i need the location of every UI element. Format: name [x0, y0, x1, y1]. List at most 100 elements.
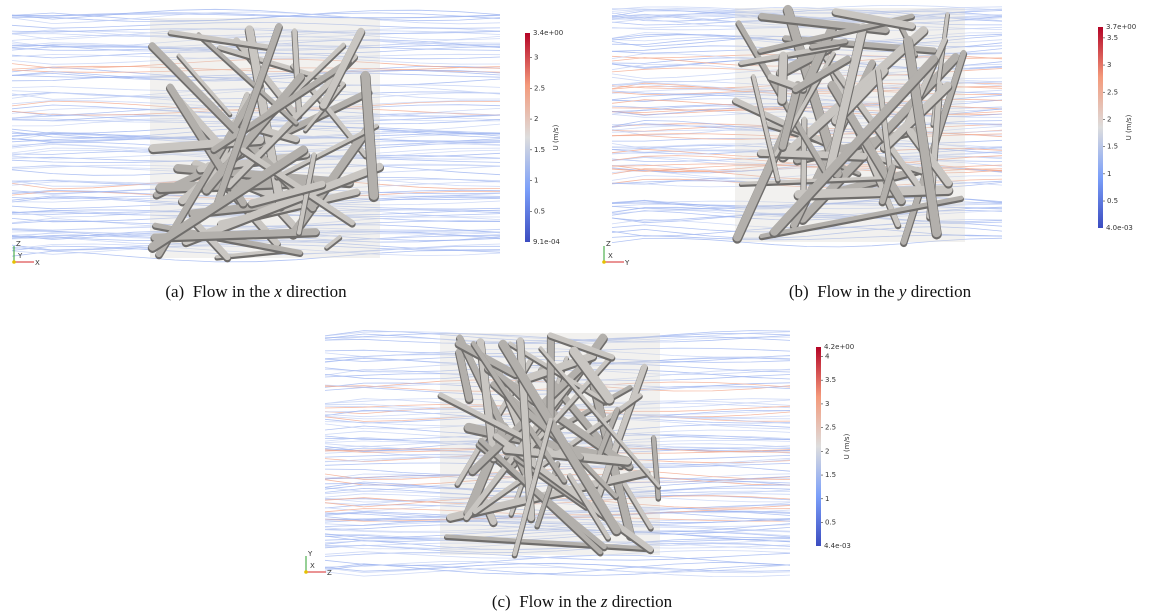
caption-text: Flow in the: [817, 282, 895, 301]
flow-image: [611, 4, 1003, 248]
colorbar-title: U (m/s): [1125, 114, 1133, 140]
caption-label: (a): [165, 282, 185, 301]
fiber: [535, 460, 560, 528]
colorbar-tick-label: 2: [534, 115, 538, 123]
colorbar-tick-label: 3: [825, 400, 829, 408]
flow-image: [324, 330, 791, 578]
triad-label: Z: [16, 240, 21, 248]
streamline: [11, 116, 501, 122]
streamline: [11, 250, 501, 263]
fiber: [751, 74, 780, 182]
colorbar-tick-label: 1.5: [1107, 143, 1118, 151]
streamline: [324, 529, 790, 539]
colorbar-tick-label: 0.5: [825, 518, 836, 526]
streamline: [324, 562, 791, 575]
colorbar-max-label: 3.7e+00: [1106, 23, 1136, 31]
streamline: [324, 523, 791, 532]
streamline: [324, 493, 791, 501]
colorbar-title: U (m/s): [552, 124, 560, 150]
streamline: [11, 11, 501, 25]
streamline: [11, 30, 501, 38]
streamline: [324, 529, 791, 542]
fiber: [567, 472, 611, 540]
streamline: [324, 520, 791, 528]
streamline: [611, 35, 1003, 48]
colorbar-tick-label: 3: [534, 54, 538, 62]
triad-origin: [12, 260, 16, 264]
fiber: [292, 28, 302, 118]
flow-image: [11, 8, 501, 263]
colorbar-tick-label: 3.5: [1107, 34, 1118, 42]
fiber: [155, 81, 263, 258]
fiber: [498, 339, 621, 535]
streamline: [324, 456, 791, 467]
fiber: [879, 163, 896, 205]
fiber: [168, 29, 271, 49]
fiber: [455, 339, 519, 378]
caption-text: Flow in the: [519, 592, 597, 611]
caption-suffix: direction: [286, 282, 347, 301]
triad-label: Y: [307, 550, 313, 558]
fiber: [809, 38, 848, 49]
caption: (b) Flow in the y direction: [789, 282, 971, 302]
fiber: [478, 437, 603, 555]
triad-label: Z: [327, 569, 332, 577]
fiber: [770, 54, 938, 236]
streamline: [324, 542, 791, 554]
caption-suffix: direction: [910, 282, 972, 301]
streamline: [11, 28, 501, 34]
fiber: [215, 22, 283, 204]
triad-label: X: [310, 562, 315, 570]
streamline: [324, 566, 791, 578]
colorbar: [816, 347, 821, 546]
streamline: [611, 8, 1003, 14]
streamline: [324, 520, 791, 533]
colorbar-tick-label: 2.5: [825, 424, 836, 432]
colorbar-tick-label: 1.5: [825, 471, 836, 479]
streamline: [324, 515, 791, 524]
fiber: [471, 340, 567, 483]
colorbar-title: U (m/s): [843, 433, 851, 459]
streamline: [324, 347, 791, 355]
streamline: [11, 9, 501, 22]
colorbar-tick-label: 3.5: [825, 376, 836, 384]
fiber: [202, 72, 305, 194]
fiber: [779, 80, 802, 150]
colorbar-tick-label: 0.5: [534, 207, 545, 215]
streamline: [11, 164, 501, 174]
colorbar-tick-label: 1: [534, 177, 538, 185]
streamline: [611, 25, 1003, 31]
fiber: [151, 228, 320, 241]
fiber: [182, 162, 384, 245]
streamline: [11, 189, 501, 198]
fiber: [875, 67, 894, 180]
fiber: [832, 8, 916, 29]
caption-axis: z: [600, 592, 608, 611]
fiber: [444, 534, 650, 551]
streamline: [11, 194, 501, 201]
fiber: [248, 180, 326, 207]
streamline: [324, 336, 790, 344]
triad-origin: [304, 570, 308, 574]
triad-label: X: [35, 259, 40, 267]
colorbar-max-label: 4.2e+00: [824, 343, 854, 351]
colorbar-tick-label: 1: [825, 495, 829, 503]
streamline: [324, 563, 791, 572]
streamline: [11, 239, 501, 251]
streamline: [324, 511, 791, 520]
colorbar: [1098, 27, 1103, 228]
colorbar-min-label: 4.0e-03: [1106, 224, 1133, 232]
fiber: [792, 55, 851, 93]
fiber: [455, 348, 473, 402]
streamline: [11, 115, 501, 125]
streamline: [11, 12, 501, 19]
caption-label: (c): [491, 592, 511, 611]
fiber: [211, 58, 352, 152]
colorbar-min-label: 9.1e-04: [533, 238, 560, 246]
triad-label: Z: [606, 240, 611, 248]
streamline: [324, 564, 791, 576]
triad-origin: [602, 260, 606, 264]
triad-label: X: [608, 252, 613, 260]
